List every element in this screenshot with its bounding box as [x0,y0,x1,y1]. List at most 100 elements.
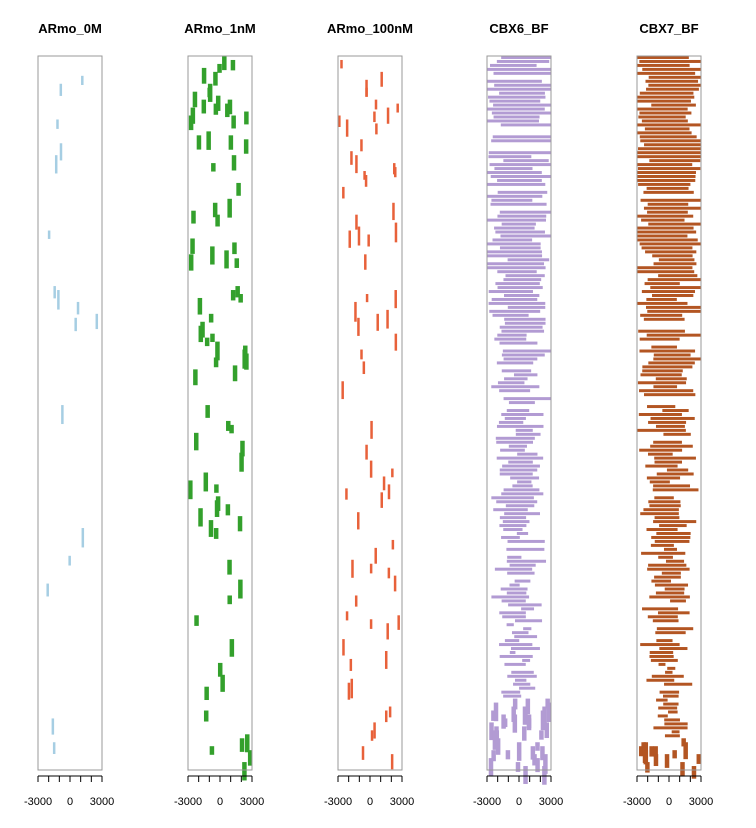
heatmap-cell [514,678,527,682]
heatmap-cell [649,654,674,658]
heatmap-cell [646,476,681,480]
heatmap-cell [500,448,525,452]
heatmap-cell [380,71,383,87]
heatmap-cell [350,151,353,165]
heatmap-cell [363,171,366,180]
heatmap-cell [659,524,687,528]
heatmap-cell [391,539,395,550]
heatmap-cell [651,579,671,583]
heatmap-cell [487,79,542,83]
heatmap-cell [655,591,685,595]
heatmap-cell [530,746,536,760]
heatmap-cell [211,163,216,172]
heatmap-cell [659,690,680,694]
heatmap-cell [349,658,353,671]
heatmap-cell [489,63,537,67]
heatmap-cell [506,623,514,627]
heatmap-cell [509,583,520,587]
heatmap-cell [214,500,220,517]
panel-frame [337,55,403,771]
heatmap-cell [57,290,60,310]
heatmap-cell [664,722,688,726]
heatmap-cell [651,103,696,107]
heatmap-cell [494,167,533,171]
heatmap-cell [523,627,532,631]
heatmap-cell [487,67,551,71]
heatmap-cell [357,226,361,246]
heatmap-cell [492,730,498,750]
heatmap-cell [653,520,697,524]
heatmap-cell [500,123,551,127]
heatmap-cell [535,742,540,751]
heatmap-cell [397,615,400,630]
heatmap-cell [517,452,538,456]
heatmap-cell [360,349,363,360]
heatmap-cell [492,135,551,139]
heatmap-cell [503,278,542,282]
heatmap-cell [664,718,680,722]
heatmap-cell [370,420,373,439]
heatmap-cell [95,313,99,330]
heatmap-cell [511,631,529,635]
heatmap-cells [637,56,702,779]
heatmap-cell [639,448,683,452]
heatmap-cell [215,341,220,361]
heatmap-cell [488,155,532,159]
heatmap-cell [361,746,365,760]
heatmap-cell [494,337,527,341]
heatmap-cell [648,361,695,365]
heatmap-cell [357,512,360,530]
x-ticks [337,776,403,782]
heatmap-cell [514,619,543,623]
heatmap-cell [514,635,538,639]
heatmap-cell [641,218,685,222]
heatmap-cells [487,56,552,785]
heatmap-cell [502,464,540,468]
panel-frame [636,55,702,771]
heatmap-cell [495,230,545,234]
heatmap-cell [696,754,702,764]
heatmap-cell [522,658,531,662]
heatmap-cell [350,678,354,699]
heatmap-cell [382,476,386,491]
heatmap-cell [494,567,533,571]
heatmap-cell [207,87,212,98]
x-tick-label-center: 0 [217,796,223,808]
heatmap-cell [380,492,383,508]
heatmap-cell [247,750,253,766]
heatmap-cell [646,333,701,337]
heatmap-cell [661,571,681,575]
heatmap-cell [637,71,696,75]
heatmap-cell [53,286,56,299]
heatmap-cell [641,290,696,294]
heatmap-cell [487,182,546,186]
heatmap-cell [504,662,526,666]
heatmap-cell [662,694,679,698]
heatmap-cell [491,139,551,143]
heatmap-cell [507,258,550,262]
heatmap-cell [365,87,368,97]
heatmap-cell [656,639,673,643]
heatmap-cell [375,123,378,135]
heatmap-cell [227,559,232,575]
heatmap-cell [638,147,701,151]
heatmap-cell [656,532,691,535]
heatmap-cell [489,163,551,167]
heatmap-cell [494,226,535,230]
heatmap-cell [244,353,249,370]
heatmap-cell [653,754,659,767]
heatmap-cell [656,627,694,631]
panel-title: CBX7_BF [639,21,698,36]
heatmap-cell [516,532,529,535]
heatmap-cell [499,246,541,250]
heatmap-cell [47,230,51,239]
heatmap-cell [493,508,528,512]
heatmap-cell [499,654,533,658]
heatmap-cell [387,567,391,579]
heatmap-cell [194,615,199,626]
heatmap-cell [370,730,374,741]
heatmap-cell [658,274,698,278]
heatmap-cell [637,123,701,127]
heatmap-cell [650,416,695,420]
heatmap-cell [668,710,678,714]
